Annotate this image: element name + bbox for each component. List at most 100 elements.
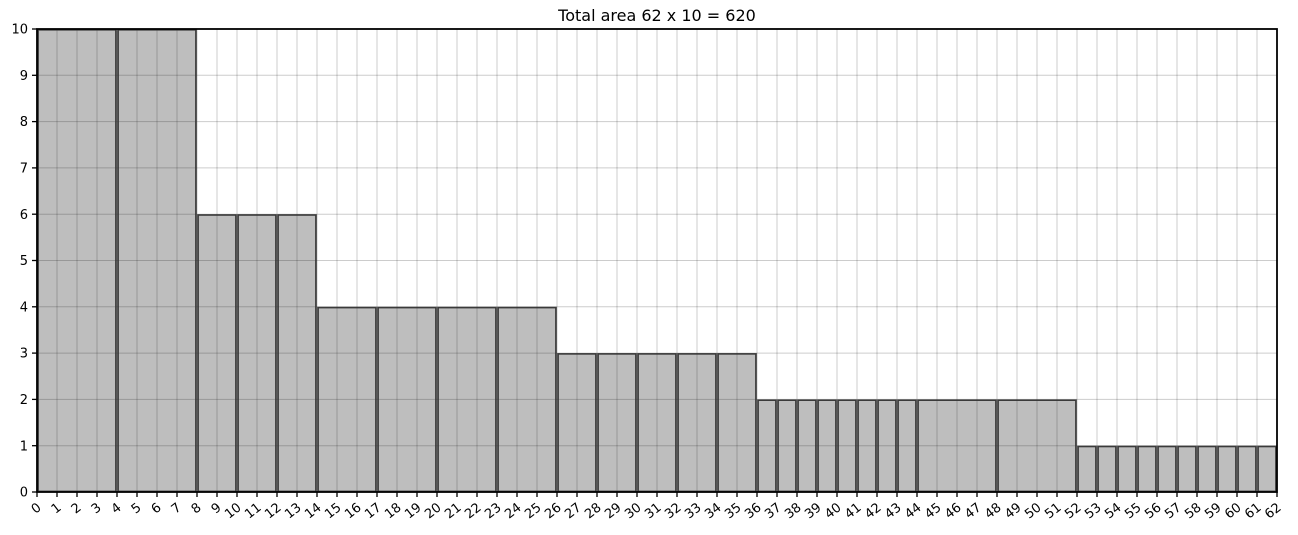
x-tick-label: 53	[1082, 500, 1104, 522]
bar	[497, 306, 557, 492]
x-tick-label: 9	[209, 500, 225, 517]
bar	[237, 214, 277, 492]
bar	[837, 399, 857, 492]
x-tick-label: 33	[682, 500, 704, 522]
y-tick-label: 7	[20, 161, 28, 176]
bar	[857, 399, 877, 492]
bar	[877, 399, 897, 492]
x-tick-label: 49	[1002, 500, 1024, 522]
bar	[1197, 445, 1217, 492]
x-tick-label: 62	[1262, 500, 1284, 522]
bar	[597, 353, 637, 492]
x-tick-label: 58	[1182, 500, 1204, 522]
x-tick-label: 50	[1022, 500, 1044, 522]
ticks	[32, 28, 1278, 497]
bar	[437, 306, 497, 492]
bar	[917, 399, 997, 492]
x-tick-label: 7	[169, 500, 185, 517]
x-tick-label: 37	[762, 500, 784, 522]
x-tick-label: 12	[262, 500, 284, 522]
x-tick-label: 31	[642, 500, 664, 522]
x-tick-label: 42	[862, 500, 884, 522]
y-tick-label: 4	[20, 300, 28, 315]
bar	[1257, 445, 1277, 492]
x-tick-label: 54	[1102, 500, 1124, 522]
bar	[757, 399, 777, 492]
bar-fills	[37, 29, 1277, 492]
bar	[897, 399, 917, 492]
x-tick-label: 24	[502, 500, 524, 522]
x-tick-label: 30	[622, 500, 644, 522]
chart-title: Total area 62 x 10 = 620	[558, 6, 756, 25]
x-tick-label: 21	[442, 500, 464, 522]
x-tick-label: 16	[342, 500, 364, 522]
x-tick-label: 10	[222, 500, 244, 522]
x-tick-label: 27	[562, 500, 584, 522]
x-tick-label: 14	[302, 500, 324, 522]
x-tick-label: 35	[722, 500, 744, 522]
x-tick-label: 8	[189, 500, 205, 517]
bar	[797, 399, 817, 492]
x-tick-label: 5	[129, 500, 145, 517]
y-tick-label: 1	[20, 439, 28, 454]
x-tick-label: 18	[382, 500, 404, 522]
x-tick-label: 47	[962, 500, 984, 522]
bar	[817, 399, 837, 492]
x-tick-label: 45	[922, 500, 944, 522]
bar	[37, 29, 117, 492]
x-tick-label: 43	[882, 500, 904, 522]
x-tick-label: 51	[1042, 500, 1064, 522]
bar	[717, 353, 757, 492]
x-tick-label: 44	[902, 500, 924, 522]
bar	[557, 353, 597, 492]
x-tick-label: 46	[942, 500, 964, 522]
bar	[1217, 445, 1237, 492]
bar	[637, 353, 677, 492]
bar	[1117, 445, 1137, 492]
y-tick-label: 10	[11, 23, 28, 38]
x-tick-label: 60	[1222, 500, 1244, 522]
bar	[997, 399, 1077, 492]
x-tick-label: 13	[282, 500, 304, 522]
x-tick-label: 55	[1122, 500, 1144, 522]
bar	[1137, 445, 1157, 492]
x-tick-label: 19	[402, 500, 424, 522]
x-tick-label: 39	[802, 500, 824, 522]
bar	[117, 29, 197, 492]
x-tick-label: 56	[1142, 500, 1164, 522]
y-tick-label: 2	[20, 393, 28, 408]
x-tick-label: 17	[362, 500, 384, 522]
x-tick-label: 20	[422, 500, 444, 522]
x-tick-label: 38	[782, 500, 804, 522]
bar	[1157, 445, 1177, 492]
x-tick-label: 22	[462, 500, 484, 522]
y-tick-label: 8	[20, 115, 28, 130]
x-tick-label: 41	[842, 500, 864, 522]
y-tick-label: 9	[20, 69, 28, 84]
x-tick-label: 57	[1162, 500, 1184, 522]
bar	[377, 306, 437, 492]
x-tick-label: 15	[322, 500, 344, 522]
bar	[277, 214, 317, 492]
bar	[1097, 445, 1117, 492]
bar	[197, 214, 237, 492]
x-tick-label: 32	[662, 500, 684, 522]
x-tick-label: 4	[109, 500, 125, 517]
bar	[1237, 445, 1257, 492]
y-tick-label: 6	[20, 208, 28, 223]
y-tick-label: 0	[20, 486, 28, 501]
x-tick-label: 52	[1062, 500, 1084, 522]
bar	[677, 353, 717, 492]
x-tick-label: 26	[542, 500, 564, 522]
x-tick-label: 40	[822, 500, 844, 522]
bar	[1177, 445, 1197, 492]
x-tick-label: 0	[29, 500, 45, 517]
x-tick-label: 23	[482, 500, 504, 522]
x-tick-label: 48	[982, 500, 1004, 522]
bar	[777, 399, 797, 492]
y-tick-label: 5	[20, 254, 28, 269]
x-tick-label: 34	[702, 500, 724, 522]
x-tick-label: 6	[149, 500, 165, 517]
